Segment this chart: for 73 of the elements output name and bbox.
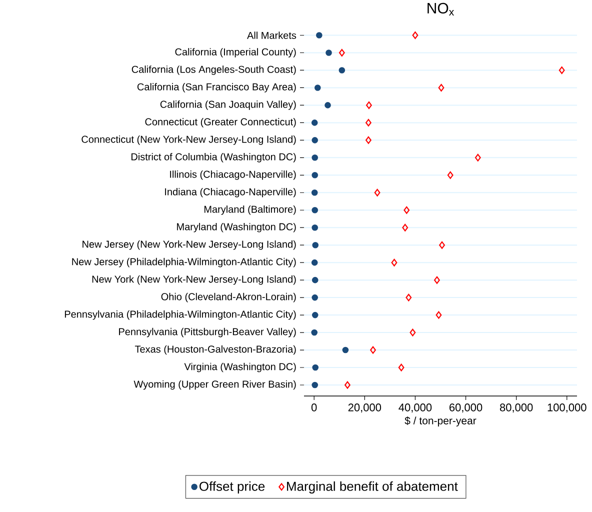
x-tick-label: 0	[311, 404, 317, 412]
y-tick-label: California (San Joaquin Valley)	[160, 100, 296, 110]
y-tick-label: New York (New York-New Jersey-Long Island)	[92, 275, 296, 285]
point	[312, 154, 318, 161]
point	[438, 84, 444, 92]
y-tick-label: California (Los Angeles-South Coast)	[132, 66, 296, 75]
point	[312, 364, 319, 371]
y-tick-label: Connecticut (New York-New Jersey-Long Island)	[82, 136, 296, 145]
point	[311, 120, 318, 126]
x-tick-label: 80,000	[500, 404, 533, 413]
point	[412, 32, 418, 39]
y-tick-label: Texas (Houston-Galveston-Brazoria)	[134, 345, 296, 355]
legend-label: Offset price	[200, 481, 265, 494]
y-tick-label: Maryland (Baltimore)	[204, 205, 296, 215]
y-tick-label: New Jersey (New York-New Jersey-Long Island)	[82, 240, 296, 250]
point	[447, 171, 454, 179]
point	[314, 84, 321, 91]
point	[312, 294, 318, 301]
point	[558, 66, 565, 74]
point	[312, 382, 318, 388]
point	[338, 48, 345, 56]
point	[312, 137, 318, 144]
point	[312, 312, 318, 318]
chart-title: NO$_{x}$	[428, 2, 454, 16]
y-tick-label: New Jersey (Philadelphia-Wilmington-Atlantic City)	[72, 258, 296, 268]
y-tick-label: Indiana (Chiacago-Naperville)	[165, 188, 296, 198]
point	[374, 188, 380, 196]
y-tick-label: District of Columbia (Washington DC)	[131, 153, 296, 162]
point	[439, 241, 445, 249]
y-tick-label: Pennsylvania (Pittsburgh-Beaver Valley)	[119, 328, 296, 338]
point	[312, 172, 318, 178]
point	[370, 346, 376, 354]
point	[366, 101, 372, 109]
point	[311, 189, 318, 196]
y-tick-label: Maryland (Washington DC)	[177, 222, 296, 232]
y-tick-label: Wyoming (Upper Green River Basin)	[134, 380, 296, 390]
point	[398, 364, 404, 372]
x-tick-label: 60,000	[450, 404, 482, 413]
point	[402, 224, 408, 232]
point	[316, 32, 322, 38]
y-tick-label: California (Imperial County)	[175, 48, 296, 58]
y-tick-label: Illinois (Chiacago-Naperville)	[170, 170, 296, 180]
x-axis-title: $ / ton-per-year	[404, 416, 476, 426]
point	[311, 329, 318, 336]
point	[436, 311, 442, 319]
y-tick-label: Connecticut (Greater Connecticut)	[145, 118, 296, 128]
point	[312, 242, 319, 248]
point	[311, 259, 318, 266]
x-tick-label: 40,000	[398, 404, 432, 413]
y-tick-label: Pennsylvania (Philadelphia-Wilmington-Atlantic City)	[64, 310, 296, 320]
x-tick-label: 100,000	[548, 404, 586, 413]
y-tick-label: Virginia (Washington DC)	[184, 362, 296, 372]
point	[410, 328, 416, 336]
point	[344, 381, 350, 389]
point	[366, 136, 372, 144]
point	[404, 206, 410, 214]
point	[312, 276, 318, 284]
point	[474, 154, 481, 162]
point	[312, 206, 318, 214]
point	[326, 50, 332, 56]
point	[406, 294, 412, 302]
point	[366, 118, 372, 126]
legend-label: Marginal benefit of abatement	[287, 481, 458, 494]
y-tick-label: Ohio (Cleveland-Akron-Lorain)	[161, 292, 296, 302]
point	[434, 276, 440, 284]
point	[324, 102, 331, 108]
y-tick-label: California (San Francisco Bay Area)	[137, 83, 296, 92]
point	[391, 258, 398, 266]
x-tick-label: 20,000	[348, 404, 382, 413]
point	[312, 224, 318, 231]
point	[338, 67, 346, 74]
y-tick-label: All Markets	[247, 32, 296, 39]
point	[342, 346, 349, 354]
